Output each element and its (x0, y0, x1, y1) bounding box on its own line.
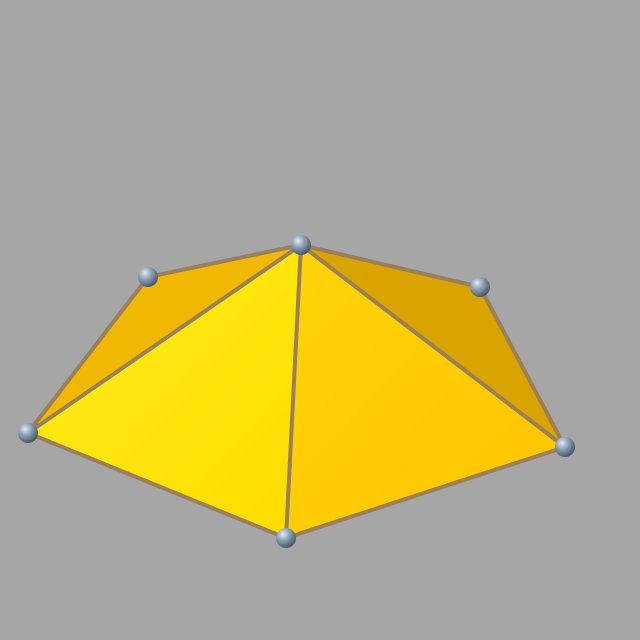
edge (299, 243, 567, 449)
edge (478, 285, 567, 449)
vertex (18, 423, 38, 443)
vertex (276, 528, 296, 548)
vertex (138, 267, 158, 287)
vertex (291, 235, 311, 255)
edge (284, 243, 303, 540)
edge (299, 243, 482, 289)
vertices (18, 235, 575, 548)
edge (284, 445, 567, 540)
edge (26, 243, 303, 435)
edge (146, 243, 303, 279)
face-front-left (28, 245, 301, 538)
face-front-right (286, 245, 565, 538)
vertex (470, 277, 490, 297)
edge (26, 431, 288, 540)
edge (26, 275, 150, 435)
edges (26, 243, 567, 540)
vertex (555, 437, 575, 457)
